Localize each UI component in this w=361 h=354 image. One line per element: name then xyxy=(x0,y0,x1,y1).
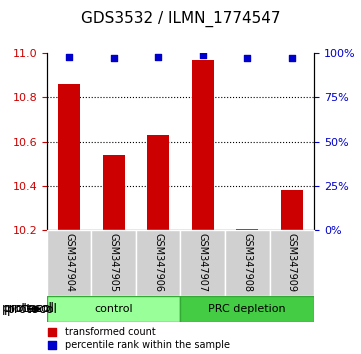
Text: control: control xyxy=(95,304,133,314)
FancyBboxPatch shape xyxy=(136,230,180,296)
FancyBboxPatch shape xyxy=(180,230,225,296)
FancyBboxPatch shape xyxy=(225,230,270,296)
Bar xyxy=(280,190,303,230)
Point xyxy=(200,52,206,58)
Point xyxy=(66,54,72,59)
FancyBboxPatch shape xyxy=(180,296,314,322)
Legend: transformed count, percentile rank within the sample: transformed count, percentile rank withi… xyxy=(38,323,234,353)
Bar xyxy=(103,155,125,230)
Text: GSM347907: GSM347907 xyxy=(198,233,208,292)
Text: PRC depletion: PRC depletion xyxy=(208,304,286,314)
FancyBboxPatch shape xyxy=(47,296,180,322)
Point xyxy=(111,56,117,61)
Point xyxy=(155,54,161,59)
Bar xyxy=(58,84,80,230)
Text: GSM347906: GSM347906 xyxy=(153,233,163,292)
Bar xyxy=(192,60,214,230)
Text: protocol: protocol xyxy=(4,302,55,315)
Text: GSM347905: GSM347905 xyxy=(109,233,119,292)
FancyBboxPatch shape xyxy=(47,230,91,296)
Point xyxy=(244,56,250,61)
Text: protocol: protocol xyxy=(7,303,58,316)
Bar xyxy=(236,229,258,230)
FancyBboxPatch shape xyxy=(91,230,136,296)
Text: GDS3532 / ILMN_1774547: GDS3532 / ILMN_1774547 xyxy=(81,11,280,27)
Text: protocol: protocol xyxy=(3,302,53,315)
Point xyxy=(289,56,295,61)
Text: GSM347909: GSM347909 xyxy=(287,233,297,292)
Text: GSM347904: GSM347904 xyxy=(64,233,74,292)
Text: GSM347908: GSM347908 xyxy=(242,233,252,292)
Bar xyxy=(147,135,169,230)
FancyBboxPatch shape xyxy=(270,230,314,296)
